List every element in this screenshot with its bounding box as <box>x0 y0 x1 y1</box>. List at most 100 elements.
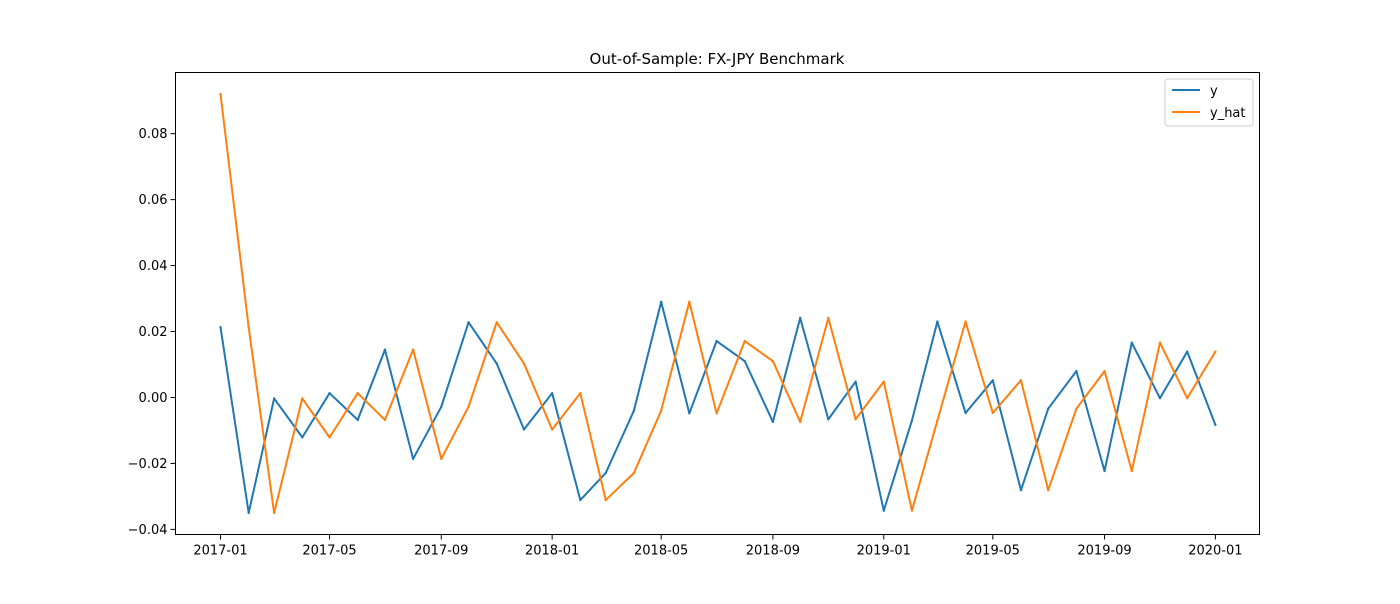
data-point-y <box>659 300 663 304</box>
y-tick-label: 0.00 <box>139 391 168 406</box>
data-point-y-hat <box>882 380 885 383</box>
legend-label-y: y <box>1210 84 1218 99</box>
data-point-y <box>411 457 415 461</box>
data-point-y-hat <box>522 362 526 365</box>
data-point-y-hat <box>1103 369 1106 373</box>
data-point-y-hat <box>854 418 857 421</box>
data-point-y-hat <box>579 391 582 395</box>
data-point-y-hat <box>219 92 222 96</box>
data-point-y <box>688 412 691 415</box>
data-point-y-hat <box>827 316 830 320</box>
data-point-y-hat <box>383 418 387 422</box>
data-point-y <box>328 391 331 395</box>
x-tick-label: 2019-05 <box>966 544 1020 559</box>
data-point-y-hat <box>440 457 443 461</box>
data-point-y <box>910 419 914 422</box>
data-point-y <box>301 436 304 439</box>
y-tick-label: −0.04 <box>128 523 168 538</box>
data-point-y-hat <box>411 348 415 351</box>
data-point-y <box>715 339 718 343</box>
data-point-y <box>550 391 554 395</box>
data-point-y <box>854 380 857 383</box>
data-point-y <box>383 348 387 351</box>
data-point-y-hat <box>964 320 967 323</box>
data-point-y-hat <box>632 471 636 475</box>
data-point-y <box>1075 369 1078 373</box>
data-point-y-hat <box>1075 407 1078 410</box>
data-point-y <box>440 405 443 408</box>
x-tick-label: 2017-05 <box>302 544 356 559</box>
data-point-y <box>356 418 359 422</box>
chart-title: Out-of-Sample: FX-JPY Benchmark <box>590 50 845 68</box>
x-tick-label: 2019-01 <box>857 544 911 559</box>
data-point-y <box>1130 341 1134 344</box>
x-tick-label: 2020-01 <box>1188 544 1242 559</box>
data-point-y <box>1103 469 1106 473</box>
data-point-y <box>964 411 967 415</box>
data-point-y <box>827 418 830 421</box>
x-tick-label: 2017-01 <box>193 544 247 559</box>
legend: y y_hat <box>1164 78 1254 127</box>
y-axis: −0.04 −0.02 0.00 0.02 0.04 0.06 0.08 <box>128 127 176 538</box>
data-point-y-hat <box>467 405 470 408</box>
data-point-y <box>771 420 775 424</box>
data-point-y-hat <box>1130 469 1134 473</box>
data-point-y <box>495 362 498 365</box>
data-point-y <box>882 509 885 512</box>
data-point-y <box>219 326 222 329</box>
x-axis: 2017-01 2017-05 2017-09 2018-01 2018-05 2018-… <box>193 534 1243 559</box>
data-point-y-hat <box>301 397 304 400</box>
y-tick-label: 0.08 <box>139 127 168 142</box>
data-point-y <box>1214 423 1217 427</box>
data-point-y-hat <box>743 339 746 343</box>
data-point-y <box>579 498 582 502</box>
data-point-y <box>1047 407 1050 410</box>
data-point-y-hat <box>798 420 802 424</box>
y-tick-label: 0.06 <box>139 193 168 208</box>
data-point-y <box>604 471 607 475</box>
data-point-y-hat <box>328 436 331 439</box>
data-point-y-hat <box>550 428 554 431</box>
data-point-y <box>1158 396 1162 400</box>
series-line-y-hat <box>219 93 1217 514</box>
data-point-y-hat <box>1158 341 1162 344</box>
data-point-y-hat <box>771 360 775 363</box>
data-point-y-hat <box>604 498 607 502</box>
data-point-y-hat <box>1047 488 1050 492</box>
data-point-y-hat <box>991 411 994 415</box>
data-point-y-hat <box>1019 379 1023 382</box>
plot-area-frame <box>175 72 1260 535</box>
data-point-y <box>798 316 802 320</box>
data-point-y <box>743 360 746 363</box>
data-point-y-hat <box>688 300 691 304</box>
data-point-y <box>247 511 250 515</box>
data-point-y <box>522 428 526 431</box>
data-point-y <box>936 320 939 323</box>
x-tick-label: 2018-05 <box>634 544 688 559</box>
series-layer <box>219 92 1217 515</box>
x-tick-label: 2017-09 <box>414 544 468 559</box>
data-point-y-hat <box>247 326 250 329</box>
data-point-y-hat <box>936 419 939 422</box>
data-point-y <box>1019 488 1023 492</box>
data-point-y <box>991 379 994 382</box>
x-tick-label: 2018-01 <box>525 544 579 559</box>
data-point-y <box>467 321 470 324</box>
data-point-y-hat <box>272 511 276 515</box>
x-tick-label: 2018-09 <box>746 544 800 559</box>
data-point-y-hat <box>1186 396 1189 400</box>
data-point-y-hat <box>1214 350 1217 353</box>
y-tick-label: 0.04 <box>139 259 168 274</box>
x-tick-label: 2019-09 <box>1077 544 1131 559</box>
data-point-y-hat <box>495 321 498 324</box>
data-point-y-hat <box>659 409 663 412</box>
y-tick-label: −0.02 <box>128 457 168 472</box>
legend-label-y-hat: y_hat <box>1210 106 1246 121</box>
data-point-y <box>1186 350 1189 353</box>
y-tick-label: 0.02 <box>139 325 168 340</box>
data-point-y-hat <box>910 509 914 512</box>
data-point-y-hat <box>715 412 718 415</box>
data-point-y-hat <box>356 391 359 395</box>
